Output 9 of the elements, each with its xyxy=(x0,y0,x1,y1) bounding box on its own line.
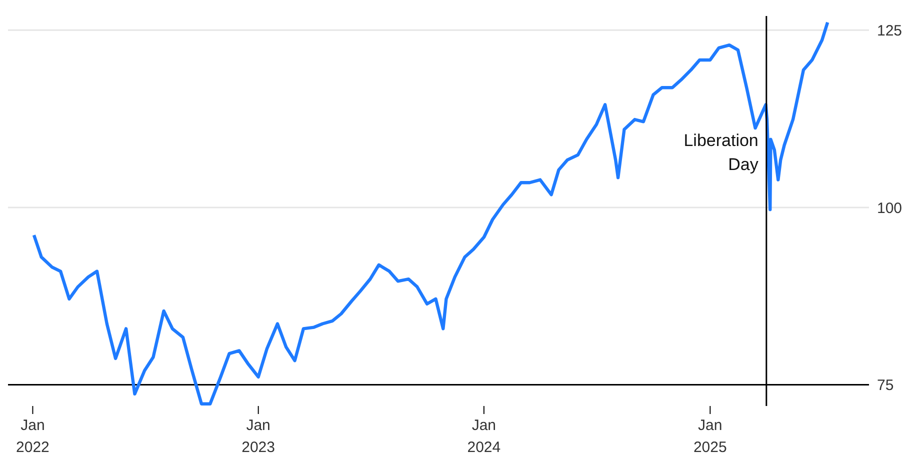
y-tick-label: 75 xyxy=(877,377,894,394)
x-tick-label: Jan 2022 xyxy=(16,417,50,456)
y-tick-label: 100 xyxy=(877,200,902,217)
ref-line-label: Liberation Day xyxy=(684,131,759,174)
x-tick-label: Jan 2025 xyxy=(693,417,727,456)
y-tick-label: 125 xyxy=(877,22,902,40)
line-series xyxy=(32,20,830,406)
x-tick-label: Jan 2024 xyxy=(467,417,501,456)
x-tick-label: Jan 2023 xyxy=(242,417,276,456)
